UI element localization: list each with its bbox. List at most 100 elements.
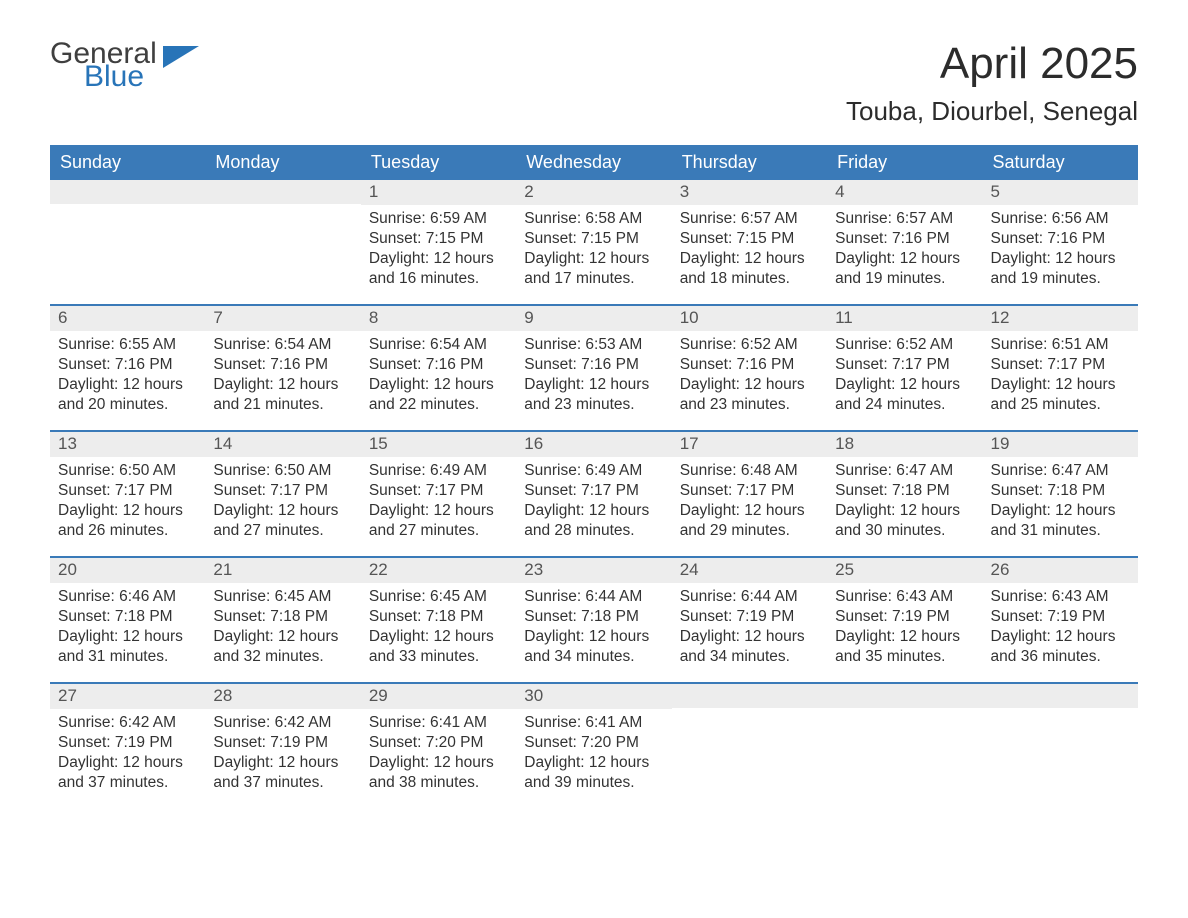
daylight-line: Daylight: 12 hours and 19 minutes. bbox=[991, 249, 1130, 289]
daylight-line: Daylight: 12 hours and 37 minutes. bbox=[213, 753, 352, 793]
day-number bbox=[827, 684, 982, 708]
calendar-cell: 9Sunrise: 6:53 AMSunset: 7:16 PMDaylight… bbox=[516, 306, 671, 430]
sunset-line: Sunset: 7:18 PM bbox=[991, 481, 1130, 501]
day-header: Wednesday bbox=[516, 145, 671, 180]
sunrise-line: Sunrise: 6:49 AM bbox=[524, 461, 663, 481]
daylight-line: Daylight: 12 hours and 35 minutes. bbox=[835, 627, 974, 667]
header-right: April 2025 Touba, Diourbel, Senegal bbox=[846, 40, 1138, 127]
cell-body: Sunrise: 6:54 AMSunset: 7:16 PMDaylight:… bbox=[361, 331, 516, 414]
calendar-cell: 13Sunrise: 6:50 AMSunset: 7:17 PMDayligh… bbox=[50, 432, 205, 556]
sunrise-line: Sunrise: 6:57 AM bbox=[680, 209, 819, 229]
day-number: 1 bbox=[361, 180, 516, 205]
daylight-line: Daylight: 12 hours and 30 minutes. bbox=[835, 501, 974, 541]
cell-body: Sunrise: 6:41 AMSunset: 7:20 PMDaylight:… bbox=[361, 709, 516, 792]
day-header: Friday bbox=[827, 145, 982, 180]
cell-body: Sunrise: 6:57 AMSunset: 7:15 PMDaylight:… bbox=[672, 205, 827, 288]
cell-body: Sunrise: 6:45 AMSunset: 7:18 PMDaylight:… bbox=[361, 583, 516, 666]
day-header: Sunday bbox=[50, 145, 205, 180]
daylight-line: Daylight: 12 hours and 16 minutes. bbox=[369, 249, 508, 289]
cell-body: Sunrise: 6:44 AMSunset: 7:19 PMDaylight:… bbox=[672, 583, 827, 666]
sunset-line: Sunset: 7:15 PM bbox=[524, 229, 663, 249]
cell-body: Sunrise: 6:43 AMSunset: 7:19 PMDaylight:… bbox=[827, 583, 982, 666]
sunset-line: Sunset: 7:17 PM bbox=[58, 481, 197, 501]
day-number: 24 bbox=[672, 558, 827, 583]
sunset-line: Sunset: 7:18 PM bbox=[369, 607, 508, 627]
daylight-line: Daylight: 12 hours and 20 minutes. bbox=[58, 375, 197, 415]
cell-body: Sunrise: 6:58 AMSunset: 7:15 PMDaylight:… bbox=[516, 205, 671, 288]
day-number: 4 bbox=[827, 180, 982, 205]
day-number: 28 bbox=[205, 684, 360, 709]
sunrise-line: Sunrise: 6:57 AM bbox=[835, 209, 974, 229]
calendar: SundayMondayTuesdayWednesdayThursdayFrid… bbox=[50, 145, 1138, 808]
daylight-line: Daylight: 12 hours and 34 minutes. bbox=[524, 627, 663, 667]
cell-body: Sunrise: 6:45 AMSunset: 7:18 PMDaylight:… bbox=[205, 583, 360, 666]
cell-body: Sunrise: 6:54 AMSunset: 7:16 PMDaylight:… bbox=[205, 331, 360, 414]
cell-body: Sunrise: 6:41 AMSunset: 7:20 PMDaylight:… bbox=[516, 709, 671, 792]
day-number: 21 bbox=[205, 558, 360, 583]
sunset-line: Sunset: 7:16 PM bbox=[680, 355, 819, 375]
day-number: 23 bbox=[516, 558, 671, 583]
sunset-line: Sunset: 7:19 PM bbox=[213, 733, 352, 753]
sunset-line: Sunset: 7:20 PM bbox=[524, 733, 663, 753]
cell-body: Sunrise: 6:47 AMSunset: 7:18 PMDaylight:… bbox=[983, 457, 1138, 540]
sunset-line: Sunset: 7:16 PM bbox=[369, 355, 508, 375]
daylight-line: Daylight: 12 hours and 39 minutes. bbox=[524, 753, 663, 793]
sunset-line: Sunset: 7:16 PM bbox=[835, 229, 974, 249]
day-number bbox=[50, 180, 205, 204]
sunrise-line: Sunrise: 6:54 AM bbox=[213, 335, 352, 355]
sunrise-line: Sunrise: 6:53 AM bbox=[524, 335, 663, 355]
daylight-line: Daylight: 12 hours and 31 minutes. bbox=[991, 501, 1130, 541]
calendar-cell bbox=[50, 180, 205, 304]
sunrise-line: Sunrise: 6:54 AM bbox=[369, 335, 508, 355]
sunset-line: Sunset: 7:16 PM bbox=[991, 229, 1130, 249]
cell-body: Sunrise: 6:49 AMSunset: 7:17 PMDaylight:… bbox=[516, 457, 671, 540]
calendar-cell: 23Sunrise: 6:44 AMSunset: 7:18 PMDayligh… bbox=[516, 558, 671, 682]
sunrise-line: Sunrise: 6:56 AM bbox=[991, 209, 1130, 229]
daylight-line: Daylight: 12 hours and 29 minutes. bbox=[680, 501, 819, 541]
day-number: 2 bbox=[516, 180, 671, 205]
day-number: 9 bbox=[516, 306, 671, 331]
week-row: 20Sunrise: 6:46 AMSunset: 7:18 PMDayligh… bbox=[50, 556, 1138, 682]
calendar-cell bbox=[205, 180, 360, 304]
daylight-line: Daylight: 12 hours and 18 minutes. bbox=[680, 249, 819, 289]
day-header: Thursday bbox=[672, 145, 827, 180]
calendar-cell: 3Sunrise: 6:57 AMSunset: 7:15 PMDaylight… bbox=[672, 180, 827, 304]
sunrise-line: Sunrise: 6:43 AM bbox=[835, 587, 974, 607]
calendar-cell: 6Sunrise: 6:55 AMSunset: 7:16 PMDaylight… bbox=[50, 306, 205, 430]
sunset-line: Sunset: 7:16 PM bbox=[58, 355, 197, 375]
cell-body: Sunrise: 6:53 AMSunset: 7:16 PMDaylight:… bbox=[516, 331, 671, 414]
calendar-cell: 15Sunrise: 6:49 AMSunset: 7:17 PMDayligh… bbox=[361, 432, 516, 556]
day-number bbox=[983, 684, 1138, 708]
daylight-line: Daylight: 12 hours and 32 minutes. bbox=[213, 627, 352, 667]
day-number: 22 bbox=[361, 558, 516, 583]
sunset-line: Sunset: 7:16 PM bbox=[213, 355, 352, 375]
cell-body: Sunrise: 6:44 AMSunset: 7:18 PMDaylight:… bbox=[516, 583, 671, 666]
sunrise-line: Sunrise: 6:43 AM bbox=[991, 587, 1130, 607]
sunset-line: Sunset: 7:16 PM bbox=[524, 355, 663, 375]
cell-body: Sunrise: 6:52 AMSunset: 7:16 PMDaylight:… bbox=[672, 331, 827, 414]
calendar-cell: 1Sunrise: 6:59 AMSunset: 7:15 PMDaylight… bbox=[361, 180, 516, 304]
sunrise-line: Sunrise: 6:52 AM bbox=[835, 335, 974, 355]
day-number bbox=[672, 684, 827, 708]
day-number: 19 bbox=[983, 432, 1138, 457]
sunrise-line: Sunrise: 6:52 AM bbox=[680, 335, 819, 355]
calendar-cell: 16Sunrise: 6:49 AMSunset: 7:17 PMDayligh… bbox=[516, 432, 671, 556]
sunset-line: Sunset: 7:17 PM bbox=[680, 481, 819, 501]
daylight-line: Daylight: 12 hours and 21 minutes. bbox=[213, 375, 352, 415]
sunset-line: Sunset: 7:19 PM bbox=[835, 607, 974, 627]
daylight-line: Daylight: 12 hours and 25 minutes. bbox=[991, 375, 1130, 415]
calendar-cell bbox=[672, 684, 827, 808]
calendar-cell: 14Sunrise: 6:50 AMSunset: 7:17 PMDayligh… bbox=[205, 432, 360, 556]
day-number: 3 bbox=[672, 180, 827, 205]
calendar-cell: 12Sunrise: 6:51 AMSunset: 7:17 PMDayligh… bbox=[983, 306, 1138, 430]
week-row: 1Sunrise: 6:59 AMSunset: 7:15 PMDaylight… bbox=[50, 180, 1138, 304]
daylight-line: Daylight: 12 hours and 19 minutes. bbox=[835, 249, 974, 289]
page: General Blue April 2025 Touba, Diourbel,… bbox=[0, 0, 1188, 848]
calendar-cell: 8Sunrise: 6:54 AMSunset: 7:16 PMDaylight… bbox=[361, 306, 516, 430]
cell-body: Sunrise: 6:42 AMSunset: 7:19 PMDaylight:… bbox=[205, 709, 360, 792]
sunset-line: Sunset: 7:18 PM bbox=[58, 607, 197, 627]
sunrise-line: Sunrise: 6:50 AM bbox=[58, 461, 197, 481]
calendar-cell: 2Sunrise: 6:58 AMSunset: 7:15 PMDaylight… bbox=[516, 180, 671, 304]
calendar-cell: 30Sunrise: 6:41 AMSunset: 7:20 PMDayligh… bbox=[516, 684, 671, 808]
sunset-line: Sunset: 7:17 PM bbox=[524, 481, 663, 501]
